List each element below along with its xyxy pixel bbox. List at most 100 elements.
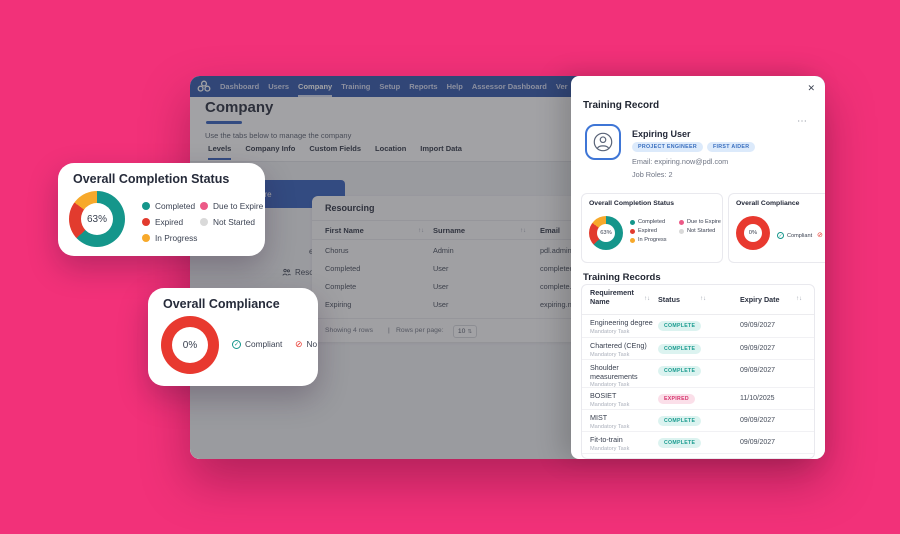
close-icon[interactable]: ✕: [807, 83, 815, 93]
rows-per-page-select[interactable]: 10 ⇅: [453, 325, 477, 338]
sort-icon[interactable]: ↑↓: [644, 296, 650, 302]
compliance-card: Overall Compliance 0% ✓ Compliant ⊘ No: [728, 193, 825, 263]
cell-first-name: Chorus: [325, 246, 349, 255]
completion-status-card: Overall Completion Status 63% Completed …: [581, 193, 723, 263]
requirement-name: Fit-to-train: [590, 435, 623, 444]
stepper-icon: ⇅: [467, 328, 473, 335]
table-row: Shoulder measurements Mandatory Task COMP…: [582, 359, 814, 388]
tab-custom-fields[interactable]: Custom Fields: [309, 144, 362, 153]
expiry-date: 09/09/2027: [740, 439, 776, 446]
user-email: Email: expiring.now@pdl.com: [632, 157, 729, 166]
legend-non-compliant: ⊘ No: [295, 339, 317, 349]
legend-compliant: ✓ Compliant: [777, 232, 812, 239]
sidebar-item-active-label: ure: [260, 189, 272, 199]
table-row: Engineering degree Mandatory Task COMPLET…: [582, 315, 814, 337]
col-surname: Surname: [433, 226, 466, 235]
expiry-date: 09/09/2027: [740, 322, 776, 329]
tab-location[interactable]: Location: [375, 144, 407, 153]
legend-column: Due to Expire Not Started: [679, 219, 721, 234]
cell-first-name: Expiring: [325, 300, 352, 309]
table-row: Completed User completed: [312, 260, 592, 277]
cell-email: expiring.no: [540, 300, 576, 309]
requirement-name: Engineering degree: [590, 318, 653, 327]
more-menu-icon[interactable]: ⋯: [797, 116, 807, 127]
cell-surname: Admin: [433, 246, 454, 255]
nav-company[interactable]: Company: [298, 76, 333, 97]
tab-levels[interactable]: Levels: [208, 144, 232, 160]
legend-compliant: ✓ Compliant: [232, 339, 282, 349]
table-row: Fit-to-train Mandatory Task COMPLETE 09/0…: [582, 431, 814, 453]
status-badge: COMPLETE: [658, 416, 702, 426]
sort-icon[interactable]: ↑↓: [796, 296, 802, 302]
requirement-sub: Mandatory Task: [590, 401, 630, 408]
rows-per-page-value: 10: [457, 328, 466, 335]
completion-donut-chart: 63%: [589, 216, 623, 250]
status-badge: COMPLETE: [658, 366, 702, 376]
col-expiry-date: Expiry Date: [740, 295, 780, 304]
person-icon: [593, 132, 613, 152]
tabs-divider: [190, 161, 825, 162]
nav-reports[interactable]: Reports: [409, 82, 438, 91]
company-tabs: Levels Company Info Custom Fields Locati…: [208, 144, 462, 160]
col-first-name: First Name: [325, 226, 364, 235]
col-email: Email: [540, 226, 561, 235]
nav-assessor-dashboard[interactable]: Assessor Dashboard: [471, 82, 547, 91]
cell-surname: User: [433, 264, 449, 273]
legend-label: Compliant: [245, 339, 283, 349]
nav-help[interactable]: Help: [446, 82, 463, 91]
legend-label: Expired: [155, 217, 184, 227]
completion-callout-card: Overall Completion Status 63% Completed …: [58, 163, 265, 256]
table-row: Complete User complete.t: [312, 278, 592, 295]
compliance-donut-chart: 0%: [161, 316, 219, 374]
non-compliant-icon: ⊘: [817, 232, 823, 239]
table-row: Chartered (CEng) Mandatory Task COMPLETE …: [582, 337, 814, 359]
card-title: Overall Completion Status: [73, 172, 230, 186]
requirement-sub: Mandatory Task: [590, 351, 630, 358]
cell-email: complete.t: [540, 282, 574, 291]
legend-column: Completed Expired In Progress: [142, 201, 197, 243]
completion-donut-chart: 63%: [69, 191, 125, 247]
training-record-drawer: ✕ Training Record Expiring User PROJECT …: [571, 76, 825, 459]
legend-dot: [142, 202, 150, 210]
cell-first-name: Completed: [325, 264, 361, 273]
page-subtitle: Use the tabs below to manage the company: [205, 131, 352, 140]
status-badge: COMPLETE: [658, 321, 702, 331]
legend-label: Expired: [638, 228, 657, 234]
tab-import-data[interactable]: Import Data: [420, 144, 462, 153]
legend-dot: [200, 202, 208, 210]
resourcing-panel: Resourcing First Name ↑↓ Surname ↑↓ Emai…: [312, 196, 592, 342]
resourcing-title: Resourcing: [325, 203, 375, 213]
showing-rows-text: Showing 4 rows: [325, 327, 373, 334]
legend-column: Completed Expired In Progress: [630, 219, 667, 243]
table-row: MIST Mandatory Task COMPLETE 09/09/2027: [582, 409, 814, 431]
requirement-name: Chartered (CEng): [590, 341, 647, 350]
sort-icon[interactable]: ↑↓: [418, 228, 424, 234]
resourcing-table-header: First Name ↑↓ Surname ↑↓ Email: [312, 220, 592, 240]
legend-label: Completed: [155, 201, 196, 211]
col-status: Status: [658, 295, 680, 304]
footer-separator: |: [388, 327, 390, 334]
requirement-name: OGUK offshore medical: [590, 457, 639, 458]
legend-label: Due to Expire: [687, 219, 721, 225]
tab-company-info[interactable]: Company Info: [245, 144, 296, 153]
legend-non-compliant: ⊘ No: [817, 232, 825, 239]
training-records-table: Requirement Name ↑↓ Status ↑↓ Expiry Dat…: [581, 284, 815, 459]
nav-training[interactable]: Training: [341, 82, 371, 91]
page-title: Company: [205, 99, 274, 116]
sort-icon[interactable]: ↑↓: [700, 296, 706, 302]
legend-dot: [679, 219, 684, 225]
cell-first-name: Complete: [325, 282, 357, 291]
role-badge: PROJECT ENGINEER: [632, 142, 703, 152]
nav-users[interactable]: Users: [268, 82, 290, 91]
sort-icon[interactable]: ↑↓: [520, 228, 526, 234]
user-avatar: [585, 124, 621, 160]
nav-ver-truncated[interactable]: Ver: [555, 82, 568, 91]
legend-dot: [630, 237, 635, 243]
drawer-title: Training Record: [583, 100, 660, 111]
status-badge: COMPLETE: [658, 344, 702, 354]
app-window: Dashboard Users Company Training Setup R…: [190, 76, 825, 459]
expiry-date: 11/10/2025: [740, 395, 775, 402]
nav-dashboard[interactable]: Dashboard: [220, 82, 260, 91]
nav-setup[interactable]: Setup: [379, 82, 401, 91]
